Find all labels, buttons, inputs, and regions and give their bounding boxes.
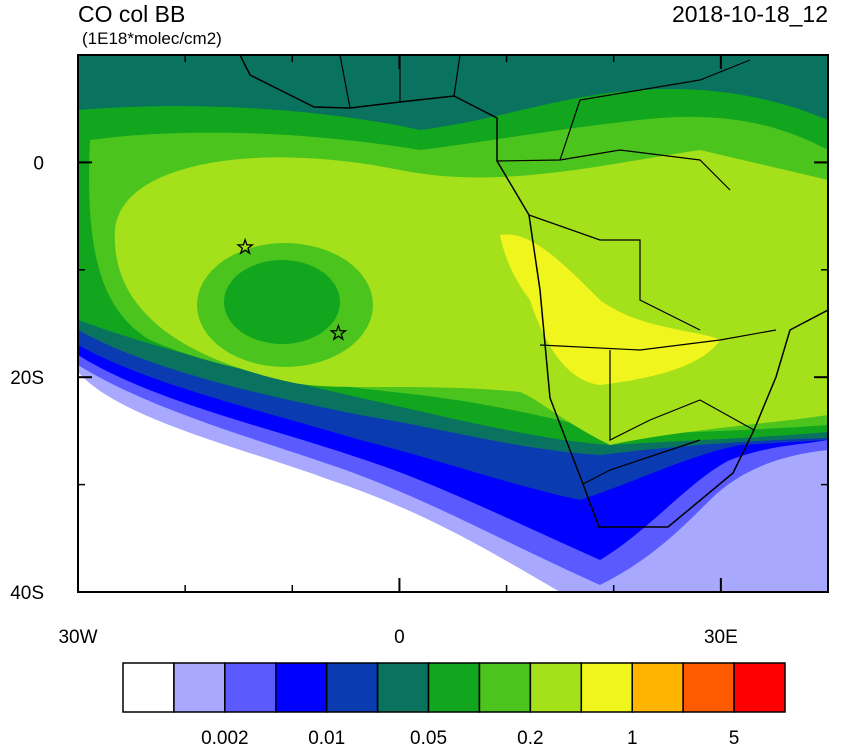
ticks: 30W 0 30E 0 20S 40S bbox=[10, 54, 829, 648]
colorbar-box bbox=[275, 662, 328, 713]
colorbar-box bbox=[682, 662, 735, 713]
colorbar-box bbox=[376, 662, 430, 713]
units: (1E18*molec/cm2) bbox=[82, 29, 222, 48]
colorbar-box bbox=[580, 662, 633, 713]
colorbar-label: 0.2 bbox=[517, 728, 543, 747]
colorbar-box bbox=[427, 662, 481, 713]
y-tick-label: 40S bbox=[10, 583, 44, 604]
y-tick-label: 0 bbox=[33, 153, 44, 174]
title: CO col BB bbox=[78, 1, 185, 27]
level-7 bbox=[224, 260, 340, 344]
colorbar-label: 0.05 bbox=[410, 728, 447, 747]
date: 2018-10-18_12 bbox=[672, 1, 828, 27]
colorbar-box bbox=[478, 662, 532, 713]
coastline bbox=[239, 55, 828, 528]
colorbar-box bbox=[173, 662, 226, 713]
colorbar-box bbox=[224, 662, 277, 713]
colorbar-box bbox=[529, 662, 583, 713]
plot-frame bbox=[77, 54, 829, 593]
borders bbox=[339, 55, 777, 485]
colorbar-box bbox=[631, 662, 684, 713]
x-tick-label: 30W bbox=[58, 627, 97, 648]
colorbar: 0.002 0.01 0.05 0.2 1 5 bbox=[122, 662, 786, 749]
colorbar-label: 1 bbox=[627, 728, 638, 747]
station-star bbox=[236, 237, 255, 255]
x-tick-label: 30E bbox=[704, 627, 738, 648]
colorbar-label: 0.002 bbox=[201, 728, 249, 747]
colorbar-label: 0.01 bbox=[308, 728, 345, 747]
colorbar-label: 5 bbox=[729, 728, 740, 747]
x-tick-label: 0 bbox=[394, 627, 405, 648]
colorbar-box bbox=[122, 662, 175, 713]
colorbar-box bbox=[733, 662, 786, 713]
station-star bbox=[329, 323, 348, 341]
field bbox=[78, 55, 828, 592]
y-tick-label: 20S bbox=[10, 368, 44, 389]
colorbar-box bbox=[325, 662, 379, 713]
